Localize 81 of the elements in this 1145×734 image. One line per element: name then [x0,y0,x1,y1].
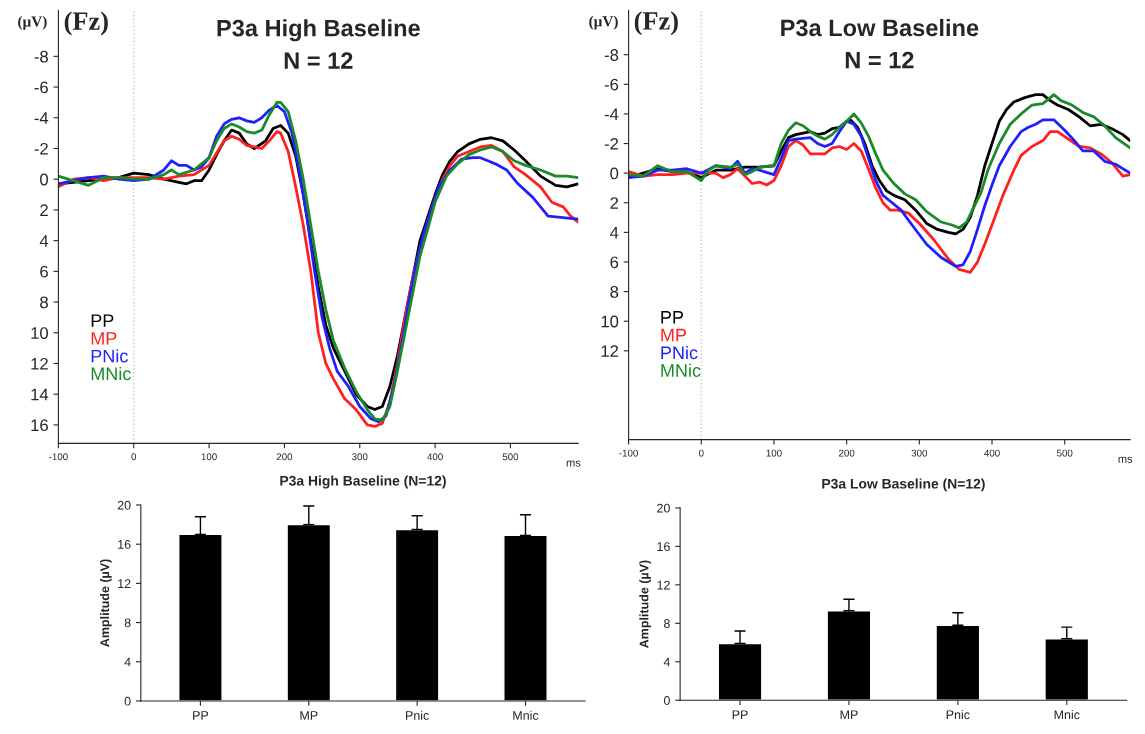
x-axis-title: ms [1118,456,1133,463]
text: N = 12 [845,51,914,69]
y-tick-label: 20 [117,500,131,510]
y-tick-label: 8 [664,619,670,628]
x-tick-label: Pnic [946,709,970,720]
x-tick-label: PP [193,711,209,720]
y-tick-label: -4 [604,108,619,120]
y-tick-label: -6 [34,81,48,94]
x-tick-label: 500 [1056,449,1073,457]
y-tick-label: 20 [657,503,670,513]
y-tick-label: -2 [34,142,48,155]
y-tick-label: 0 [124,696,131,706]
y-tick-label: 0 [610,167,619,180]
y-tick-label: 0 [663,696,670,705]
y-tick-label: 14 [31,388,49,401]
chart-title: P3a Low Baseline [781,18,979,37]
y-axis-title: (μV) [589,15,618,30]
y-tick-label: 4 [39,235,49,247]
y-tick-label: 16 [118,539,131,549]
chart-title: P3a Low Baseline (N=12) [822,478,985,492]
chart-title: P3a High Baseline (N=12) [280,475,446,489]
y-tick-label: 16 [657,542,670,552]
x-tick-label: 400 [427,453,443,461]
text: MNic [661,363,701,377]
y-tick-label: -8 [604,49,619,61]
y-tick-label: -2 [604,137,619,150]
x-tick-label: Mnic [1054,709,1080,720]
chart-title: P3a High Baseline [217,19,420,42]
y-tick-label: -8 [34,50,48,63]
x-tick-label: 300 [911,449,928,457]
y-tick-label: 12 [118,579,131,588]
text: PNic [661,345,698,360]
y-tick-label: 8 [610,286,619,298]
x-tick-label: 400 [984,449,1000,457]
x-tick-label: MP [300,711,318,720]
text: MP [91,332,117,345]
x-tick-label: Mnic [513,710,539,720]
y-tick-label: 12 [601,345,619,357]
text: MNic [91,366,131,381]
x-tick-label: MP [840,710,858,720]
text: PNic [91,349,128,363]
y-tick-label: 10 [601,315,619,328]
x-tick-label: 500 [502,453,519,461]
text: PP [661,311,684,324]
y-tick-label: 16 [31,419,48,432]
y-tick-label: 12 [31,357,48,370]
y-tick-label: 6 [610,256,619,269]
annotation: (Fz) [634,11,678,36]
y-axis-title: Amplitude (µV) [100,559,112,647]
y-tick-label: 10 [31,327,49,339]
y-tick-label: 6 [40,265,48,278]
y-axis-title: Amplitude (µV) [639,560,651,648]
y-tick-label: 4 [663,657,671,667]
text: PP [91,314,114,327]
y-tick-label: 12 [657,580,670,590]
y-tick-label: 4 [610,226,619,239]
y-tick-label: -4 [34,112,49,124]
x-tick-label: PP [732,710,748,720]
x-tick-label: 200 [839,449,855,457]
x-tick-label: 100 [201,453,217,461]
text: N = 12 [284,52,353,69]
x-tick-label: 100 [766,449,782,457]
x-tick-label: -100 [49,453,68,461]
x-tick-label: 0 [698,449,704,457]
x-tick-label: 200 [276,453,293,461]
y-tick-label: 0 [40,173,49,186]
y-tick-label: 2 [40,204,48,216]
x-tick-label: Pnic [406,710,429,720]
y-tick-label: 4 [124,657,131,667]
y-axis-title: (μV) [18,15,47,30]
y-tick-label: -6 [604,78,619,91]
annotation: (Fz) [64,11,108,36]
x-tick-label: 300 [352,453,368,461]
x-axis-title: ms [566,460,581,467]
x-tick-label: -100 [619,449,638,457]
bar [826,610,872,701]
x-tick-label: 0 [131,453,137,461]
y-tick-label: 8 [124,618,131,628]
text: MP [661,328,687,342]
y-tick-label: 8 [40,296,48,309]
y-tick-label: 2 [610,197,619,209]
